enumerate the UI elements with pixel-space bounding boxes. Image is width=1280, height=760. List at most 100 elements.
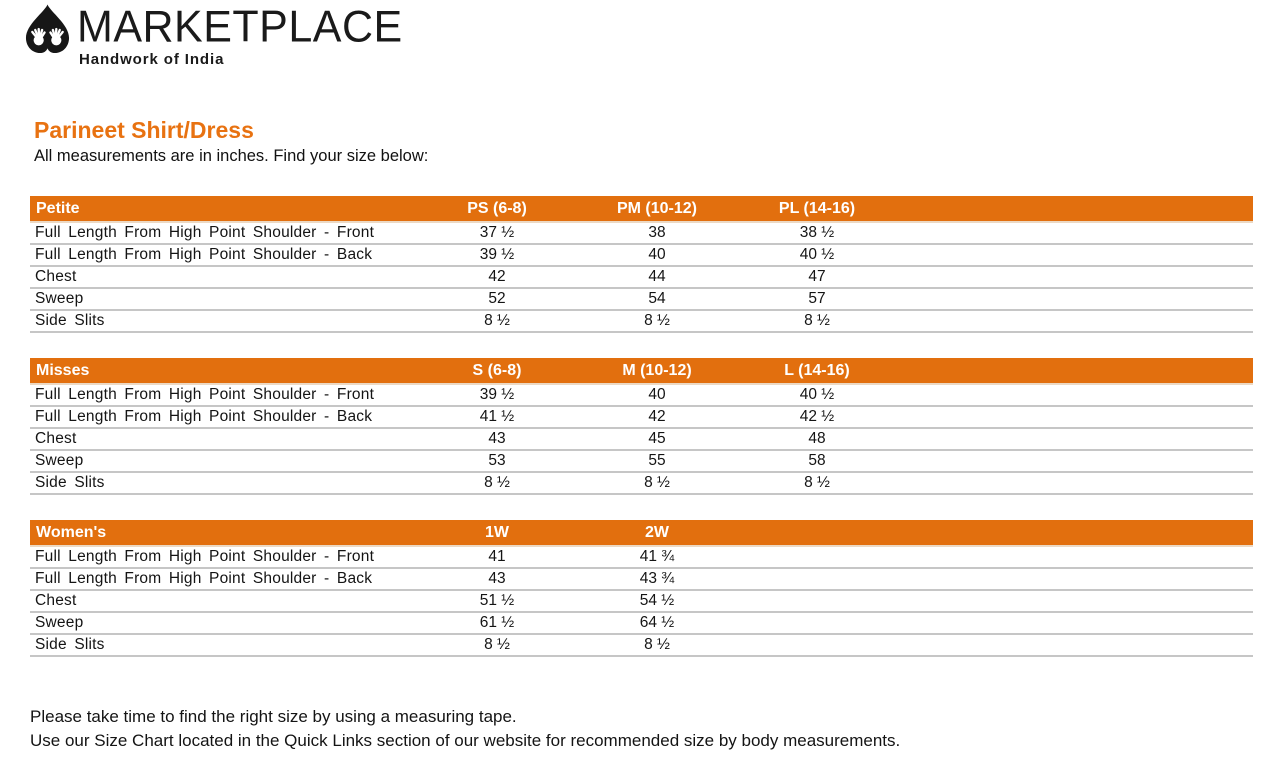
measurement-label: Side Slits: [30, 310, 417, 333]
page-subtitle: All measurements are in inches. Find you…: [34, 147, 429, 165]
table-row: Chest 43 45 48: [30, 428, 1253, 451]
measurement-value: 8 ½: [577, 310, 737, 333]
measurement-label: Chest: [30, 590, 417, 613]
row-filler: [897, 310, 1253, 333]
measurement-value: 8 ½: [737, 472, 897, 495]
measurement-value: 61 ½: [417, 612, 577, 635]
measurement-label: Full Length From High Point Shoulder - F…: [30, 546, 417, 569]
measurement-value: 43: [417, 568, 577, 591]
row-filler: [897, 384, 1253, 407]
measurement-value: 44: [577, 266, 737, 289]
size-table-petite: Petite PS (6-8) PM (10-12) PL (14-16) Full L…: [30, 196, 1253, 333]
brand-tagline: Handwork of India: [79, 51, 225, 68]
row-filler: [897, 472, 1253, 495]
table-header-row: Petite PS (6-8) PM (10-12) PL (14-16): [30, 196, 1253, 223]
row-filler: [897, 406, 1253, 429]
row-filler: [897, 450, 1253, 473]
row-filler: [897, 266, 1253, 289]
measurement-value: 55: [577, 450, 737, 473]
row-filler: [737, 590, 1253, 613]
row-filler: [737, 634, 1253, 657]
table-row: Full Length From High Point Shoulder - F…: [30, 384, 1253, 407]
right-hand-glyph: [49, 27, 64, 46]
measurement-value: 8 ½: [577, 634, 737, 657]
table-header-row: Misses S (6-8) M (10-12) L (14-16): [30, 358, 1253, 385]
measurement-label: Side Slits: [30, 472, 417, 495]
size-tables: Petite PS (6-8) PM (10-12) PL (14-16) Full L…: [30, 196, 1253, 682]
measurement-value: 47: [737, 266, 897, 289]
size-group-name: Petite: [30, 196, 417, 223]
table-row: Full Length From High Point Shoulder - B…: [30, 406, 1253, 429]
column-header: PM (10-12): [577, 196, 737, 223]
measurement-value: 38 ½: [737, 222, 897, 245]
column-header: PS (6-8): [417, 196, 577, 223]
measurement-label: Side Slits: [30, 634, 417, 657]
measurement-label: Chest: [30, 428, 417, 451]
table-header-row: Women's 1W 2W: [30, 520, 1253, 547]
column-header: S (6-8): [417, 358, 577, 385]
footer-line-1: Please take time to find the right size …: [30, 707, 517, 726]
row-filler: [897, 244, 1253, 267]
row-filler: [737, 546, 1253, 569]
measurement-label: Full Length From High Point Shoulder - B…: [30, 244, 417, 267]
measurement-value: 38: [577, 222, 737, 245]
header-filler: [897, 358, 1253, 385]
measurement-value: 39 ½: [417, 244, 577, 267]
measurement-value: 8 ½: [737, 310, 897, 333]
table-row: Full Length From High Point Shoulder - B…: [30, 244, 1253, 267]
measurement-value: 48: [737, 428, 897, 451]
measurement-label: Full Length From High Point Shoulder - F…: [30, 384, 417, 407]
measurement-label: Sweep: [30, 450, 417, 473]
measurement-value: 37 ½: [417, 222, 577, 245]
page-title: Parineet Shirt/Dress: [34, 117, 254, 143]
measurement-value: 40: [577, 384, 737, 407]
measurement-value: 41 ½: [417, 406, 577, 429]
table-row: Sweep 53 55 58: [30, 450, 1253, 473]
measurement-label: Sweep: [30, 612, 417, 635]
measurement-value: 54 ½: [577, 590, 737, 613]
header-filler: [897, 196, 1253, 223]
measurement-value: 43: [417, 428, 577, 451]
brand-name: MARKETPLACE: [77, 2, 403, 52]
row-filler: [737, 612, 1253, 635]
measurement-value: 64 ½: [577, 612, 737, 635]
measurement-value: 57: [737, 288, 897, 311]
measurement-value: 8 ½: [417, 310, 577, 333]
measurement-label: Full Length From High Point Shoulder - B…: [30, 568, 417, 591]
header-filler: [737, 520, 1253, 547]
measurement-value: 8 ½: [417, 634, 577, 657]
measurement-label: Chest: [30, 266, 417, 289]
table-row: Chest 51 ½ 54 ½: [30, 590, 1253, 613]
measurement-value: 40: [577, 244, 737, 267]
row-filler: [897, 288, 1253, 311]
row-filler: [897, 428, 1253, 451]
measurement-value: 41: [417, 546, 577, 569]
size-group-name: Misses: [30, 358, 417, 385]
measurement-value: 42: [577, 406, 737, 429]
table-row: Full Length From High Point Shoulder - F…: [30, 222, 1253, 245]
measurement-label: Sweep: [30, 288, 417, 311]
measurement-value: 39 ½: [417, 384, 577, 407]
measurement-value: 41 ¾: [577, 546, 737, 569]
row-filler: [737, 568, 1253, 591]
measurement-value: 52: [417, 288, 577, 311]
measurement-value: 8 ½: [417, 472, 577, 495]
leaf-hands-logo-icon: [25, 4, 70, 54]
row-filler: [897, 222, 1253, 245]
table-row: Full Length From High Point Shoulder - B…: [30, 568, 1253, 591]
column-header: PL (14-16): [737, 196, 897, 223]
measurement-value: 42 ½: [737, 406, 897, 429]
column-header: 2W: [577, 520, 737, 547]
table-row: Sweep 52 54 57: [30, 288, 1253, 311]
footer-line-2: Use our Size Chart located in the Quick …: [30, 730, 901, 750]
measurement-value: 8 ½: [577, 472, 737, 495]
size-table-women-s: Women's 1W 2W Full Length From High Point S…: [30, 520, 1253, 657]
left-hand-glyph: [31, 27, 46, 46]
measurement-value: 42: [417, 266, 577, 289]
footer-note: Please take time to find the right size …: [30, 705, 900, 752]
measurement-value: 54: [577, 288, 737, 311]
measurement-label: Full Length From High Point Shoulder - F…: [30, 222, 417, 245]
measurement-value: 51 ½: [417, 590, 577, 613]
size-group-name: Women's: [30, 520, 417, 547]
